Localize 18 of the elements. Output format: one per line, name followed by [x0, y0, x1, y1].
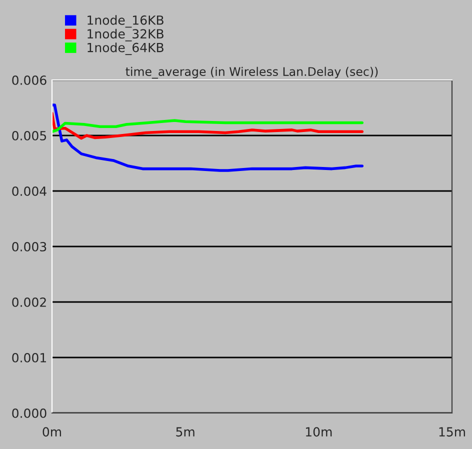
line-series	[52, 119, 364, 134]
y-tick-label: 0.001	[12, 352, 46, 362]
x-tick-label: 5m	[176, 427, 194, 437]
y-tick-label: 0.004	[12, 186, 46, 196]
legend-label: 1node_32KB	[88, 28, 164, 42]
y-tick-label: 0.006	[12, 75, 46, 85]
line-series	[52, 112, 364, 140]
y-tick-label: 0.005	[12, 130, 46, 140]
y-tick-label: 0.000	[12, 408, 46, 418]
x-tick-label: 15m	[439, 427, 465, 437]
line-series	[52, 104, 364, 172]
chart-title: time_average (in Wireless Lan.Delay (sec))	[126, 66, 378, 79]
x-tick-label: 0m	[42, 427, 62, 437]
legend-label: 1node_16KB	[88, 15, 164, 28]
legend-label: 1node_64KB	[88, 42, 164, 56]
y-tick-label: 0.003	[12, 242, 46, 252]
y-tick-label: 0.002	[12, 297, 46, 307]
x-tick-label: 10m	[306, 427, 332, 437]
